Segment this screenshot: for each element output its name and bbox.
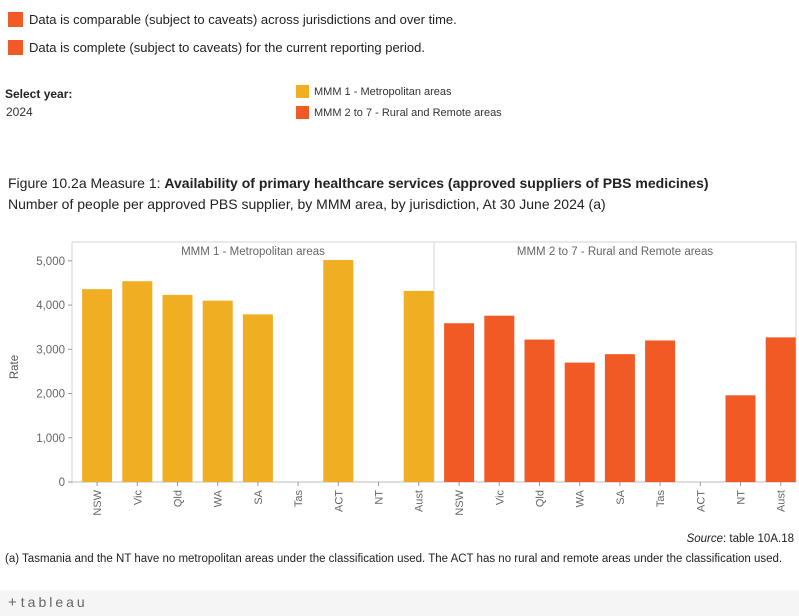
bar-rural-aust xyxy=(765,337,796,482)
x-tick-label: SA xyxy=(615,489,627,504)
source-note: Source: table 10A.18 xyxy=(687,533,794,545)
x-tick-label: ACT xyxy=(333,490,345,512)
legend-complete: Data is complete (subject to caveats) fo… xyxy=(8,40,425,55)
bar-rural-qld xyxy=(524,339,555,482)
y-tick-label: 3,000 xyxy=(36,344,65,356)
tableau-logo-text: tableau xyxy=(20,594,88,610)
legend-metro-label: MMM 1 - Metropolitan areas xyxy=(314,85,452,98)
x-tick-label: NT xyxy=(736,490,748,505)
legend-rural-label: MMM 2 to 7 - Rural and Remote areas xyxy=(314,106,502,119)
bar-metro-qld xyxy=(162,294,193,482)
year-filter-label: Select year: xyxy=(5,87,73,101)
x-tick-label: WA xyxy=(575,489,587,507)
y-tick-label: 0 xyxy=(59,477,65,489)
legend-comparable-text: Data is comparable (subject to caveats) … xyxy=(29,12,457,27)
bar-chart: MMM 1 - Metropolitan areas MMM 2 to 7 - R… xyxy=(9,241,797,516)
rural-swatch-icon xyxy=(296,106,309,119)
y-tick-label: 4,000 xyxy=(36,300,65,312)
year-filter-value[interactable]: 2024 xyxy=(6,105,33,119)
chart-title: Figure 10.2a Measure 1: Availability of … xyxy=(8,175,709,191)
bar-metro-vic xyxy=(122,281,153,482)
bar-metro-aust xyxy=(403,290,434,482)
x-tick-label: NSW xyxy=(92,489,104,515)
legend-complete-text: Data is complete (subject to caveats) fo… xyxy=(29,40,425,55)
bar-rural-nsw xyxy=(444,323,475,482)
x-tick-label: WA xyxy=(213,489,225,507)
legend-item-metro[interactable]: MMM 1 - Metropolitan areas xyxy=(296,85,452,98)
x-tick-label: Qld xyxy=(535,490,547,507)
panel-header: MMM 1 - Metropolitan areas xyxy=(181,246,325,258)
metro-swatch-icon xyxy=(296,85,309,98)
x-tick-label: Tas xyxy=(655,490,667,508)
x-tick-label: Aust xyxy=(776,490,788,512)
x-tick-label: NT xyxy=(374,490,386,505)
legend-item-rural[interactable]: MMM 2 to 7 - Rural and Remote areas xyxy=(296,106,502,119)
source-label: Source xyxy=(686,533,724,545)
bar-metro-wa xyxy=(202,300,233,482)
chart-subtitle: Number of people per approved PBS suppli… xyxy=(8,196,606,212)
bar-rural-vic xyxy=(484,315,515,482)
bar-rural-nt xyxy=(725,395,756,482)
x-tick-label: Vic xyxy=(132,490,144,506)
bar-metro-nsw xyxy=(82,289,113,482)
bar-rural-tas xyxy=(645,340,676,482)
y-tick-label: 1,000 xyxy=(36,433,65,445)
bar-metro-sa xyxy=(242,314,273,482)
panel-header: MMM 2 to 7 - Rural and Remote areas xyxy=(517,246,713,258)
bar-rural-wa xyxy=(564,362,595,482)
source-text: : table 10A.18 xyxy=(723,533,794,545)
x-tick-label: NSW xyxy=(454,489,466,515)
tableau-plus-icon: + xyxy=(8,594,17,611)
x-tick-label: Qld xyxy=(173,490,185,507)
y-tick-label: 5,000 xyxy=(36,256,65,268)
x-tick-label: ACT xyxy=(695,490,707,512)
footer-bar xyxy=(0,590,799,616)
footnote: (a) Tasmania and the NT have no metropol… xyxy=(5,553,783,565)
y-axis-title: Rate xyxy=(9,355,21,379)
x-tick-label: Vic xyxy=(494,490,506,506)
bar-rural-sa xyxy=(604,354,635,482)
bar-metro-act xyxy=(323,259,354,482)
chart-title-prefix: Figure 10.2a Measure 1: xyxy=(8,175,165,191)
y-tick-label: 2,000 xyxy=(36,389,65,401)
legend-comparable: Data is comparable (subject to caveats) … xyxy=(8,12,457,27)
x-tick-label: SA xyxy=(253,489,265,504)
tableau-logo[interactable]: + tableau xyxy=(8,594,88,611)
comparable-indicator-icon xyxy=(8,12,23,27)
complete-indicator-icon xyxy=(8,40,23,55)
x-tick-label: Aust xyxy=(414,490,426,512)
x-tick-label: Tas xyxy=(293,490,305,508)
chart-title-bold: Availability of primary healthcare servi… xyxy=(164,175,709,191)
